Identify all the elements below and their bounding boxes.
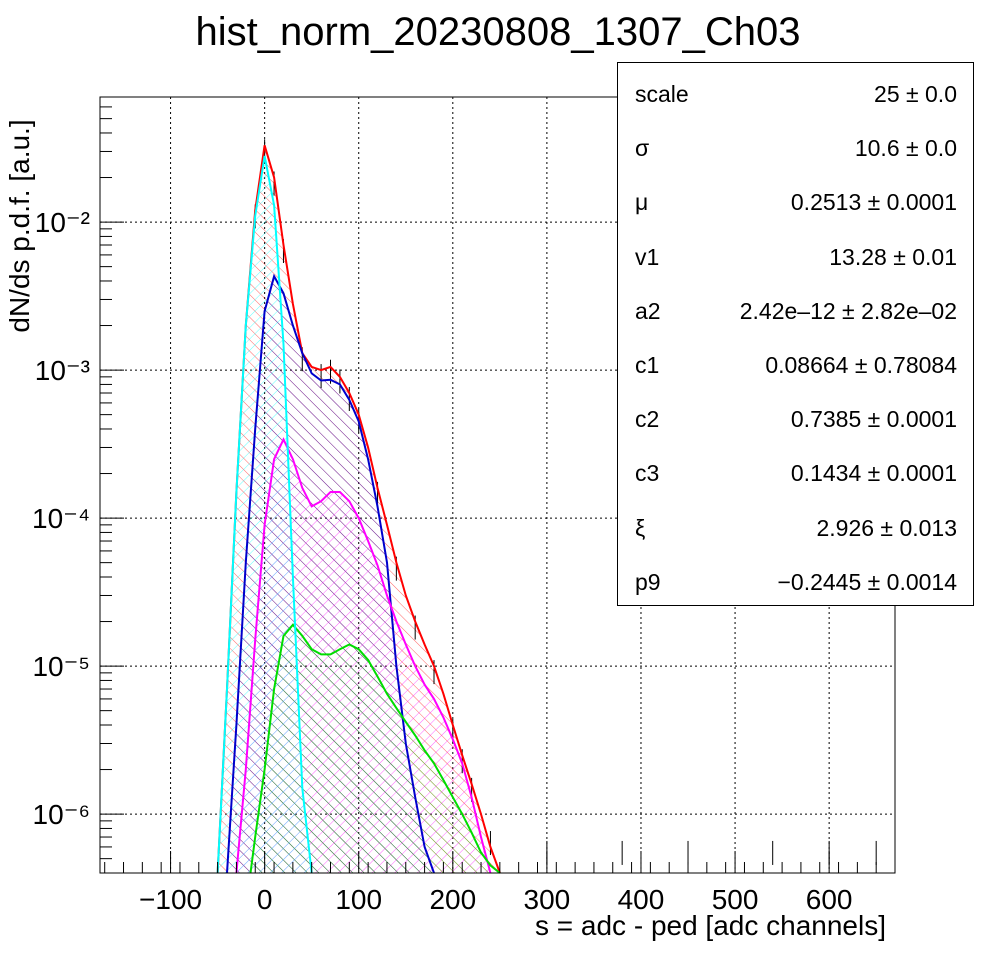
x-tick-label: 500 (712, 884, 759, 915)
stat-name: μ (635, 189, 649, 216)
stat-row: p9 −0.2445 ± 0.0014 (618, 555, 973, 609)
stat-value: 2.926 ± 0.013 (816, 514, 957, 541)
stat-name: scale (635, 81, 689, 107)
stat-name: p9 (635, 568, 661, 595)
fit-curve-2 (226, 273, 435, 874)
stat-row: v1 13.28 ± 0.01 (618, 230, 973, 284)
stat-name: ξ (635, 514, 646, 541)
y-axis-label: dN/ds p.d.f. [a.u.] (4, 119, 35, 333)
fit-curve-4 (249, 623, 501, 874)
curve-fills (217, 145, 500, 874)
x-tick-label: 100 (335, 884, 382, 915)
stat-value: 0.7385 ± 0.0001 (790, 406, 957, 433)
fit-stats-box: scale 25 ± 0.0 σ 10.6 ± 0.0 μ 0.2513 ± 0.0001… (617, 62, 974, 606)
stat-value: −0.2445 ± 0.0014 (777, 568, 957, 595)
chart-title: hist_norm_20230808_1307_Ch03 (195, 10, 801, 54)
x-axis-label: s = adc - ped [adc channels] (535, 910, 886, 941)
stat-value: 0.1434 ± 0.0001 (790, 460, 957, 487)
stat-row: c1 0.08664 ± 0.78084 (618, 338, 973, 392)
x-tick-label: 0 (257, 884, 273, 915)
stat-value: 25 ± 0.0 (874, 81, 957, 107)
x-tick-label: 200 (429, 884, 476, 915)
stat-row: c3 0.1434 ± 0.0001 (618, 446, 973, 500)
x-tick-label: 600 (806, 884, 853, 915)
stat-name: σ (635, 135, 650, 162)
axes: −100 0 100 200 300 400 500 600 10⁻² 10⁻³ 10⁻⁴ 10⁻⁵ 1… (32, 96, 877, 915)
fit-curve-0 (216, 145, 501, 874)
stat-name: c3 (635, 460, 660, 487)
stat-row: μ 0.2513 ± 0.0001 (618, 175, 973, 229)
stat-value: 0.08664 ± 0.78084 (765, 352, 957, 378)
stat-row: a2 2.42e–12 ± 2.82e–02 (618, 284, 973, 338)
stat-row: c2 0.7385 ± 0.0001 (618, 392, 973, 446)
curve-fill-4 (250, 624, 500, 873)
x-tick-label: 400 (618, 884, 665, 915)
stat-value: 13.28 ± 0.01 (829, 243, 957, 270)
stat-name: c1 (635, 352, 660, 378)
fit-curve-3 (235, 437, 492, 874)
stat-name: c2 (635, 406, 660, 433)
fit-curves (216, 145, 501, 874)
fit-curve-1 (216, 155, 313, 874)
curve-fill-1 (217, 155, 312, 873)
y-tick-label: 10⁻³ (35, 355, 90, 386)
stat-name: v1 (635, 243, 660, 270)
stat-row: ξ 2.926 ± 0.013 (618, 501, 973, 555)
y-tick-label: 10⁻² (35, 207, 90, 238)
stat-value: 2.42e–12 ± 2.82e–02 (739, 297, 957, 324)
x-tick-label: −100 (139, 884, 202, 915)
y-tick-label: 10⁻⁴ (32, 503, 90, 534)
x-tick-label: 300 (524, 884, 571, 915)
stat-value: 0.2513 ± 0.0001 (790, 189, 957, 216)
stat-name: a2 (635, 297, 661, 324)
stat-value: 10.6 ± 0.0 (854, 135, 957, 162)
stat-row: σ 10.6 ± 0.0 (618, 121, 973, 175)
y-tick-label: 10⁻⁵ (32, 651, 90, 682)
stat-row: scale 25 ± 0.0 (618, 67, 973, 121)
y-tick-label: 10⁻⁶ (33, 799, 90, 830)
